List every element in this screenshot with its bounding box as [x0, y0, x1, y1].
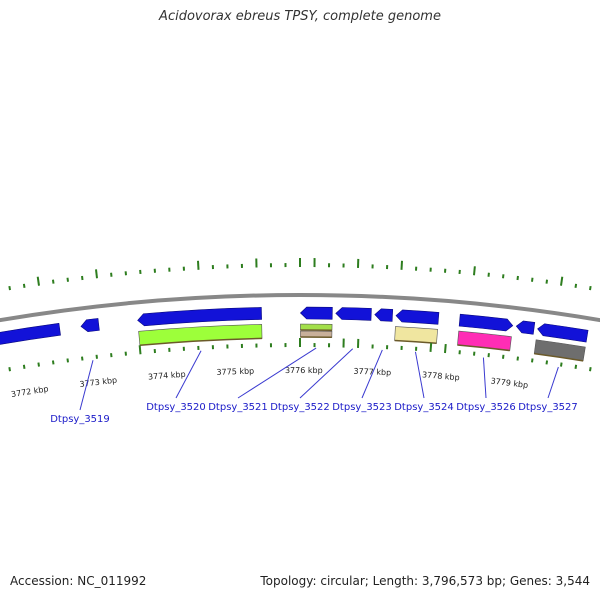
gc-tick	[66, 277, 69, 282]
gene-leader-line	[414, 351, 425, 399]
gc-tick	[36, 276, 40, 286]
gene-leader-line	[361, 349, 383, 399]
gc-tick	[574, 364, 578, 369]
scale-tick-label: 3779 kbp	[490, 376, 529, 389]
gc-tick	[51, 279, 55, 284]
gene-label[interactable]: Dtpsy_3527	[518, 402, 578, 413]
gc-tick	[37, 362, 40, 367]
gene-leader-line	[79, 360, 94, 411]
scale-tick-label: 3776 kbp	[285, 366, 323, 375]
gene-arrow[interactable]	[537, 323, 589, 343]
gc-tick	[545, 279, 549, 284]
gc-tick	[429, 342, 433, 352]
gc-tick	[473, 266, 476, 276]
gc-tick	[22, 364, 26, 369]
genome-stats-text: Topology: circular; Length: 3,796,573 bp…	[260, 574, 590, 588]
gene-label[interactable]: Dtpsy_3521	[208, 402, 268, 413]
scale-tick-label: 3773 kbp	[79, 376, 117, 389]
genome-title: Acidovorax ebreus TPSY, complete genome	[159, 9, 441, 24]
gene-label[interactable]: Dtpsy_3523	[332, 402, 392, 413]
gene-arrow[interactable]	[395, 309, 440, 325]
gene-label[interactable]: Dtpsy_3526	[456, 402, 516, 413]
scale-tick-label: 3772 kbp	[10, 384, 49, 399]
gc-tick	[66, 358, 69, 363]
gene-arrow[interactable]	[458, 313, 514, 332]
gc-tick	[95, 269, 98, 279]
gene-label[interactable]: Dtpsy_3524	[394, 402, 454, 413]
gene-feature-block[interactable]	[138, 324, 263, 346]
accession-text: Accession: NC_011992	[10, 574, 147, 588]
gene-labels: Dtpsy_3519 Dtpsy_3520 Dtpsy_3521 Dtpsy_3522…	[50, 347, 578, 425]
gene-leader-line	[482, 357, 487, 399]
gene-feature-edge	[139, 337, 263, 347]
gene-feature-edge	[394, 339, 437, 345]
gene-arrow[interactable]	[515, 320, 536, 335]
gc-skew-track-outer	[8, 258, 592, 291]
scale-tick-label: 3777 kbp	[353, 367, 391, 378]
gene-arrow[interactable]	[137, 307, 262, 327]
scale-tick-label: 3778 kbp	[422, 370, 460, 382]
gene-label[interactable]: Dtpsy_3519	[50, 414, 110, 425]
gc-tick	[560, 362, 563, 367]
gene-leader-line	[175, 350, 202, 399]
gene-label[interactable]: Dtpsy_3520	[146, 402, 206, 413]
gc-tick	[560, 276, 564, 286]
gc-tick	[8, 367, 11, 372]
scale-tick-label: 3775 kbp	[216, 367, 254, 377]
gc-tick	[51, 360, 55, 365]
scale-ticks: 3772 kbp 3773 kbp 3774 kbp 3775 kbp 3776 kbp…	[10, 366, 528, 399]
gene-arrow[interactable]	[374, 308, 394, 322]
gc-tick	[138, 345, 142, 355]
gene-leader-line	[299, 348, 354, 399]
gc-tick	[22, 283, 26, 288]
gene-label[interactable]: Dtpsy_3522	[270, 402, 330, 413]
gc-tick	[531, 277, 534, 282]
genome-backbone	[0, 293, 600, 323]
gene-feature-edge	[534, 352, 584, 362]
gc-tick	[545, 360, 549, 365]
gc-tick	[444, 343, 447, 354]
gene-arrow[interactable]	[299, 306, 333, 320]
gene-leader-line	[237, 347, 317, 399]
gc-tick	[531, 358, 534, 363]
backbone-arc	[0, 293, 600, 323]
gene-leader-line	[547, 366, 559, 399]
gc-tick	[8, 285, 11, 291]
gc-skew-track-inner	[8, 338, 592, 372]
gene-feature-edge	[457, 344, 510, 352]
gene-arrow[interactable]	[0, 322, 61, 352]
scale-tick-label: 3774 kbp	[148, 370, 186, 382]
gc-tick	[589, 367, 592, 372]
gene-arrow[interactable]	[80, 318, 100, 332]
gc-tick	[574, 283, 578, 288]
gc-tick	[589, 285, 592, 291]
gene-arrow[interactable]	[335, 307, 372, 321]
gene-track	[0, 306, 589, 362]
